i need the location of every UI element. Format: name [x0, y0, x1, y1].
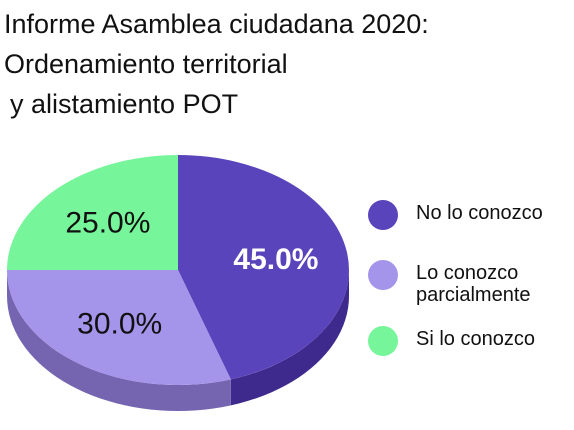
legend-label-no-lo-conozco: No lo conozco [416, 200, 574, 224]
pie-slice-side-0 [230, 270, 349, 406]
legend-swatch-no-lo-conozco [368, 200, 398, 230]
pie-slice-1 [7, 270, 231, 385]
pie-slice-label-2: 25.0% [65, 206, 150, 239]
legend-swatch-lo-conozco-parcialmente [368, 260, 398, 290]
legend-swatch-si-lo-conozco [368, 326, 398, 356]
pie-slice-2 [7, 155, 178, 270]
pie-slice-side-1 [7, 270, 231, 411]
legend-label-line: Si lo conozco [416, 328, 535, 350]
legend-item-no-lo-conozco: No lo conozco [368, 200, 574, 260]
pie-slice-label-1: 30.0% [77, 307, 162, 340]
chart-title: Informe Asamblea ciudadana 2020: Ordenam… [4, 4, 429, 124]
legend-label-line: No lo conozco [416, 202, 543, 224]
pie-slice-0 [178, 155, 349, 380]
chart-title-line-1: Informe Asamblea ciudadana 2020: [4, 9, 429, 39]
legend-label-line: parcialmente [416, 284, 531, 306]
chart-legend: No lo conozco Lo conozco parcialmente Si… [368, 200, 574, 366]
legend-label-line: Lo conozco [416, 262, 519, 284]
chart-title-line-2: Ordenamiento territorial [4, 49, 288, 79]
legend-label-lo-conozco-parcialmente: Lo conozco parcialmente [416, 260, 574, 306]
chart-title-line-3: y alistamiento POT [10, 89, 239, 119]
legend-item-si-lo-conozco: Si lo conozco [368, 326, 574, 366]
legend-item-lo-conozco-parcialmente: Lo conozco parcialmente [368, 260, 574, 326]
legend-label-si-lo-conozco: Si lo conozco [416, 326, 574, 350]
pie-slice-label-0: 45.0% [233, 243, 318, 276]
